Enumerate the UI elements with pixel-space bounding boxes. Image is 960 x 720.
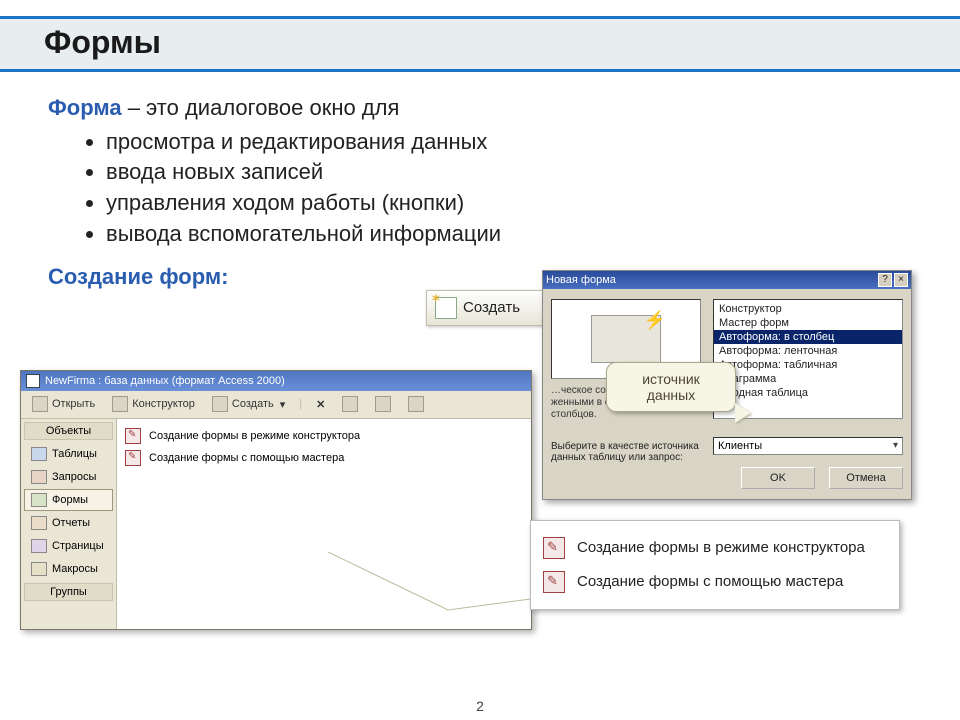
db-main-list: Создание формы в режиме конструктора Соз… — [117, 419, 531, 629]
callout-line: данных — [613, 387, 729, 403]
groups-header: Группы — [24, 583, 113, 601]
form-wizard-icon — [543, 571, 565, 593]
bullet-item: ввода новых записей — [106, 157, 912, 188]
create-button-label: Создать — [463, 299, 520, 316]
list-item[interactable]: Автоформа: табличная — [714, 358, 902, 372]
db-window-title: NewFirma : база данных (формат Access 20… — [45, 375, 285, 387]
design-icon — [112, 396, 128, 412]
page-number: 2 — [0, 698, 960, 714]
form-wizard-icon — [125, 428, 141, 444]
form-type-list[interactable]: Конструктор Мастер форм Автоформа: в сто… — [713, 299, 903, 419]
sidebar-item-tables[interactable]: Таблицы — [24, 443, 113, 465]
objects-header: Объекты — [24, 422, 113, 440]
new-icon — [212, 396, 228, 412]
db-icon — [26, 374, 40, 388]
view-icons-button[interactable] — [335, 393, 365, 415]
view-list-button[interactable] — [368, 393, 398, 415]
cancel-button[interactable]: Отмена — [829, 467, 903, 489]
title-block: Формы — [0, 0, 960, 88]
view-details-button[interactable] — [401, 393, 431, 415]
list-item[interactable]: Мастер форм — [714, 316, 902, 330]
list-item[interactable]: Сводная таблица — [714, 386, 902, 400]
ok-button[interactable]: OK — [741, 467, 815, 489]
close-icon[interactable]: × — [894, 273, 908, 287]
dialog-title: Новая форма — [546, 274, 616, 286]
data-source-callout: источник данных — [606, 362, 736, 412]
delete-button[interactable]: ✕ — [309, 395, 332, 414]
list-item[interactable]: Диаграмма — [714, 372, 902, 386]
open-button[interactable]: Открыть — [25, 393, 102, 415]
sidebar-item-macros[interactable]: Макросы — [24, 558, 113, 580]
new-form-icon — [435, 297, 457, 319]
list-item[interactable]: Автоформа: ленточная — [714, 344, 902, 358]
sidebar-item-reports[interactable]: Отчеты — [24, 512, 113, 534]
new-button[interactable]: Создать▾ — [205, 393, 292, 415]
sidebar-item-forms[interactable]: Формы — [24, 489, 113, 511]
list-item[interactable]: Автоформа: в столбец — [714, 330, 902, 344]
intro-text: Форма – это диалоговое окно для — [48, 94, 912, 123]
source-combo[interactable]: Клиенты — [713, 437, 903, 455]
intro-term: Форма — [48, 95, 122, 120]
sidebar-item-pages[interactable]: Страницы — [24, 535, 113, 557]
bullet-item: вывода вспомогательной информации — [106, 219, 912, 250]
bullet-item: управления ходом работы (кнопки) — [106, 188, 912, 219]
page-title: Формы — [44, 24, 161, 61]
list-item[interactable]: Создание формы в режиме конструктора — [543, 531, 887, 565]
form-wizard-icon — [543, 537, 565, 559]
form-wizard-icon — [125, 450, 141, 466]
form-creation-options: Создание формы в режиме конструктора Соз… — [530, 520, 900, 610]
source-value: Клиенты — [718, 440, 762, 452]
list-item[interactable]: Создание формы с помощью мастера — [543, 565, 887, 599]
bullet-list: просмотра и редактирования данных ввода … — [88, 127, 912, 250]
callout-line: источник — [613, 371, 729, 387]
bullet-item: просмотра и редактирования данных — [106, 127, 912, 158]
db-toolbar: Открыть Конструктор Создать▾ | ✕ — [21, 391, 531, 419]
objects-panel: Объекты Таблицы Запросы Формы Отчеты Стр… — [21, 419, 117, 629]
sidebar-item-queries[interactable]: Запросы — [24, 466, 113, 488]
intro-rest: – это диалоговое окно для — [122, 95, 400, 120]
design-button[interactable]: Конструктор — [105, 393, 202, 415]
help-icon[interactable]: ? — [878, 273, 892, 287]
open-icon — [32, 396, 48, 412]
create-button[interactable]: Создать — [426, 290, 546, 326]
list-item[interactable]: Создание формы в режиме конструктора — [125, 425, 523, 447]
db-titlebar: NewFirma : база данных (формат Access 20… — [21, 371, 531, 391]
source-label: Выберите в качестве источника данных таб… — [551, 441, 701, 463]
list-item[interactable]: Конструктор — [714, 302, 902, 316]
database-window: NewFirma : база данных (формат Access 20… — [20, 370, 532, 630]
dialog-titlebar: Новая форма ? × — [543, 271, 911, 289]
list-item[interactable]: Создание формы с помощью мастера — [125, 447, 523, 469]
